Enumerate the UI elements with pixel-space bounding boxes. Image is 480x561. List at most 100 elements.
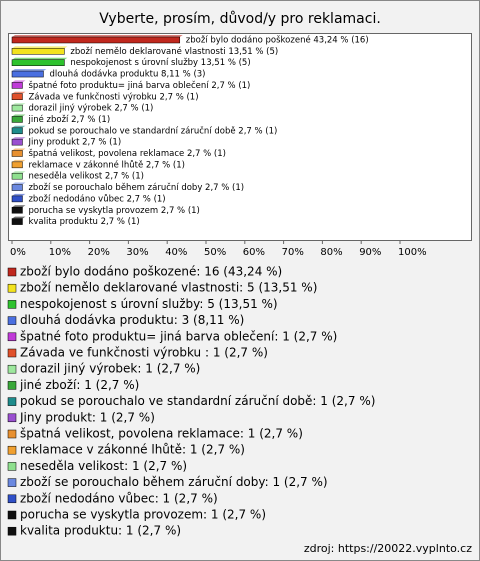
legend-swatch [7,381,17,390]
bar-label: jiné zboží 2,7 % (1) [27,114,110,125]
legend-label: reklamace v zákonné lhůtě: 1 (2,7 %) [20,443,245,457]
legend-label: neseděla velikost: 1 (2,7 %) [20,459,187,473]
bar-top [12,80,26,83]
legend-label: zboží nemělo deklarované vlastnosti: 5 (… [20,281,317,295]
bar-top [12,69,47,72]
bar-label: Jiny produkt 2,7 % (1) [27,138,121,148]
source: zdroj: https://20022.vyplnto.cz [304,542,472,555]
legend-label: dorazil jiný výrobek: 1 (2,7 %) [20,362,200,376]
bar-label: zboží se porouchalo během záruční doby 2… [28,182,244,193]
bar-top [12,171,26,174]
legend-swatch [7,478,17,487]
bar-top [12,182,26,185]
bar-label: porucha se vyskytla provozem 2,7 % (1) [28,206,199,216]
chart-title: Vyberte, prosím, důvod/y pro reklamaci. [99,11,381,27]
bar-top [12,216,26,219]
bar-top [12,137,26,140]
bar-label: dlouhá dodávka produktu 8,11 % (3) [49,70,205,80]
x-tick-label: 10% [49,247,71,258]
legend-swatch [7,494,17,504]
legend-label: špatná velikost, povolena reklamace: 1 (… [20,427,303,441]
bar-top [12,159,26,162]
bar [11,161,23,169]
bar [11,36,181,44]
legend-swatch [7,267,17,277]
legend-swatch [7,510,17,520]
bar [11,59,65,66]
x-tick-label: 90% [359,247,381,258]
bar [11,127,23,135]
bar [11,218,23,225]
bar-label: zboží bylo dodáno poškozené 43,24 % (16) [186,35,369,46]
bar-top [12,91,26,94]
legend-label: jiné zboží: 1 (2,7 %) [19,378,139,392]
legend-swatch [7,364,17,374]
bar-label: nespokojenost s úrovní služby 13,51 % (5… [70,58,250,68]
x-tick-label: 0% [10,247,26,258]
legend-label: porucha se vyskytla provozem: 1 (2,7 %) [20,508,266,522]
legend-swatch [7,283,17,293]
legend-label: nespokojenost s úrovní služby: 5 (13,51 … [20,297,278,311]
legend-swatch [7,413,17,423]
bar-label: dorazil jiný výrobek 2,7 % (1) [28,104,153,114]
legend-swatch [7,429,17,439]
legend-swatch [7,397,17,406]
bar [11,150,23,157]
legend-swatch [7,348,17,358]
x-tick-label: 40% [165,247,187,258]
legend-label: dlouhá dodávka produktu: 3 (8,11 %) [20,313,244,327]
legend-label: zboží se porouchalo během záruční doby: … [20,475,328,489]
bar-label: reklamace v zákonné lhůtě 2,7 % (1) [28,159,185,170]
bar-label: Závada ve funkčnosti výrobku 2,7 % (1) [28,91,198,102]
legend-label: špatné foto produktu= jiná barva oblečen… [20,329,337,343]
bar-label: zboží nemělo deklarované vlastnosti 13,5… [70,46,278,57]
x-tick-label: 100% [398,247,427,258]
bar-top [12,205,26,208]
bar-top [12,193,26,196]
legend-swatch [7,332,17,342]
x-tick-label: 70% [282,247,304,258]
bar-label: špatné foto produktu= jiná barva oblečen… [28,80,250,91]
bar [11,104,23,112]
bar-label: pokud se porouchalo ve standardní záručn… [28,125,277,136]
x-tick-label: 60% [243,247,265,258]
bar [11,48,65,55]
bar [11,184,23,191]
legend-swatch [7,445,17,455]
bar-top [12,46,68,49]
x-tick-label: 30% [126,247,148,258]
bar [11,93,23,100]
legend-label: zboží nedodáno vůbec: 1 (2,7 %) [20,491,218,505]
legend-label: zboží bylo dodáno poškozené: 16 (43,24 %… [20,265,282,279]
bar [11,116,23,123]
bar-top [12,125,26,128]
legend-label: Jiny produkt: 1 (2,7 %) [19,410,155,424]
legend-label: pokud se porouchalo ve standardní záručn… [20,394,375,408]
x-tick-label: 20% [88,247,110,258]
bar-top [12,35,183,37]
bar-label: zboží nedodáno vůbec 2,7 % (1) [28,193,165,204]
bar-top [12,148,26,151]
legend-label: kvalita produktu: 1 (2,7 %) [20,524,181,538]
bar-top [12,57,68,60]
bar-label: špatná velikost, povolena reklamace 2,7 … [28,148,226,159]
bar [11,138,23,146]
bar-label: neseděla velikost 2,7 % (1) [28,172,143,182]
bar [11,70,44,78]
bar-label: kvalita produktu 2,7 % (1) [28,217,139,227]
bar [11,207,23,214]
x-tick-label: 80% [320,247,342,258]
legend-swatch [7,526,17,536]
bar [11,195,23,203]
x-tick-label: 50% [204,247,226,258]
legend-swatch [7,462,17,471]
legend-swatch [7,316,17,325]
bar [11,172,23,180]
bar-top [12,114,26,117]
plot-frame [8,33,472,241]
bar-top [12,103,26,106]
bar [11,82,23,89]
legend-label: Závada ve funkčnosti výrobku : 1 (2,7 %) [20,346,268,360]
legend-swatch [7,300,17,309]
